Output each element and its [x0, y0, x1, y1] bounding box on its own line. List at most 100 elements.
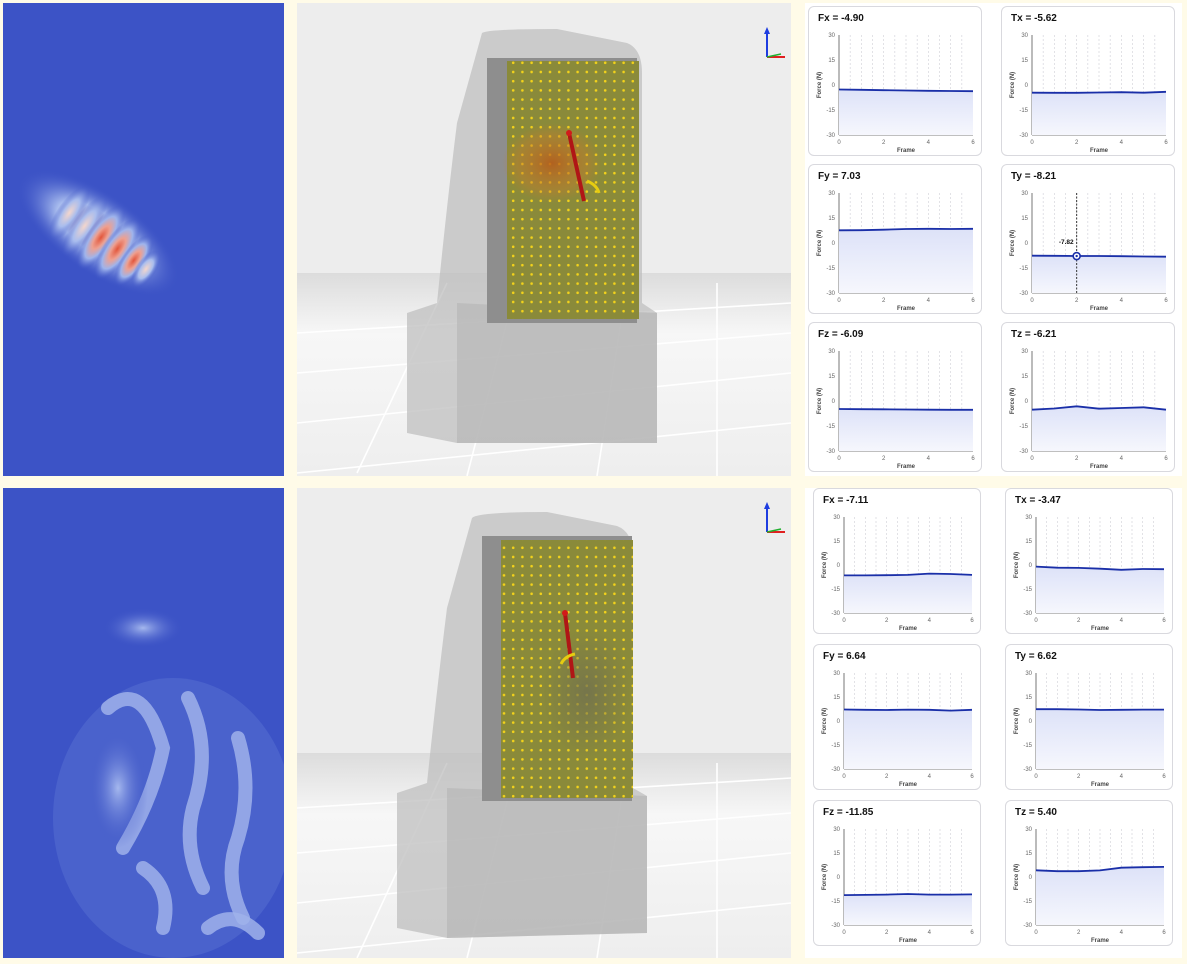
3d-viewport-top[interactable] [297, 3, 791, 476]
y-tick-label: 30 [1025, 671, 1032, 677]
chart-title: Tx = -3.47 [1015, 495, 1061, 506]
y-tick-label: -15 [1019, 424, 1028, 430]
x-tick-label: 6 [1164, 140, 1168, 146]
series-area [839, 228, 973, 293]
series-line[interactable] [1031, 405, 1167, 411]
x-tick-label: 0 [842, 618, 846, 624]
series-line[interactable] [1035, 866, 1165, 873]
y-tick-label: -30 [831, 767, 840, 773]
x-axis-label: Frame [1091, 938, 1110, 944]
series-line[interactable] [1031, 90, 1167, 94]
chart-card-tz[interactable]: Tz = 5.40 30 15 0 -15 -30 0 2 4 6 Force (N) Frame [1005, 800, 1173, 946]
y-tick-label: -15 [826, 266, 835, 272]
y-tick-label: 15 [1021, 216, 1028, 222]
chart-card-fz[interactable]: Fz = -6.09 30 15 0 -15 -30 0 2 4 6 Force (N) Frame [808, 322, 982, 472]
y-tick-label: 0 [1029, 563, 1033, 569]
y-axis-label: Force (N) [1014, 708, 1020, 734]
y-tick-label: 0 [832, 83, 836, 89]
chart-card-ty[interactable]: Ty = -8.21 30 15 0 -15 -30 0 2 4 6 Force (N) Frame -… [1001, 164, 1175, 314]
y-tick-label: 0 [832, 241, 836, 247]
y-axis-label: Force (N) [1014, 864, 1020, 890]
x-tick-label: 0 [837, 140, 841, 146]
series-line[interactable] [838, 227, 974, 232]
x-axis-label: Frame [899, 626, 918, 632]
chart-card-tz[interactable]: Tz = -6.21 30 15 0 -15 -30 0 2 4 6 Force (N) Frame [1001, 322, 1175, 472]
chart-card-fy[interactable]: Fy = 6.64 30 15 0 -15 -30 0 2 4 6 Force (N) Frame [813, 644, 981, 790]
series-line[interactable] [1036, 708, 1164, 711]
x-tick-label: 2 [1075, 298, 1079, 304]
x-axis-label: Frame [899, 938, 918, 944]
y-tick-label: -30 [1023, 611, 1032, 617]
chart-title: Tz = -6.21 [1011, 329, 1057, 340]
series-line[interactable] [843, 893, 973, 896]
x-tick-label: 2 [882, 140, 886, 146]
y-tick-label: 0 [837, 719, 841, 725]
series-line[interactable] [844, 572, 973, 577]
x-tick-label: 6 [970, 618, 974, 624]
series-area [1036, 866, 1164, 925]
chart-card-ty[interactable]: Ty = 6.62 30 15 0 -15 -30 0 2 4 6 Force (N) Frame [1005, 644, 1173, 790]
x-tick-label: 4 [928, 774, 932, 780]
y-tick-label: -15 [831, 743, 840, 749]
3d-viewport-bottom[interactable] [297, 488, 791, 958]
x-tick-label: 6 [1162, 774, 1166, 780]
series-line[interactable] [1031, 254, 1167, 258]
series-area [1032, 406, 1166, 451]
chart-card-tx[interactable]: Tx = -3.47 30 15 0 -15 -30 0 2 4 6 Force (N) Frame [1005, 488, 1173, 634]
chart-title: Fy = 6.64 [823, 651, 866, 662]
y-axis-label: Force (N) [822, 864, 828, 890]
axis-gizmo-bottom [764, 502, 785, 533]
chart-card-fx[interactable]: Fx = -7.11 30 15 0 -15 -30 0 2 4 6 Force (N) Frame [813, 488, 981, 634]
x-tick-label: 4 [927, 140, 931, 146]
y-tick-label: 15 [833, 695, 840, 701]
y-axis-label: Force (N) [817, 388, 823, 414]
series-line[interactable] [838, 408, 973, 411]
x-axis-label: Frame [897, 306, 916, 312]
x-tick-label: 2 [1075, 140, 1079, 146]
x-tick-label: 6 [971, 298, 975, 304]
x-tick-label: 4 [1120, 618, 1124, 624]
chart-card-fy[interactable]: Fy = 7.03 30 15 0 -15 -30 0 2 4 6 Force (N) Frame [808, 164, 982, 314]
x-tick-label: 2 [882, 456, 886, 462]
x-tick-label: 4 [1120, 774, 1124, 780]
series-line[interactable] [838, 88, 974, 93]
x-axis-label: Frame [897, 464, 916, 470]
series-line[interactable] [1035, 565, 1165, 571]
y-tick-label: 30 [1025, 515, 1032, 521]
y-axis-label: Force (N) [1014, 552, 1020, 578]
charts-panel-bottom: Fx = -7.11 30 15 0 -15 -30 0 2 4 6 Force (N) Frame T… [805, 488, 1182, 958]
y-tick-label: -15 [1023, 743, 1032, 749]
y-tick-label: -15 [1023, 587, 1032, 593]
y-tick-label: 30 [1021, 33, 1028, 39]
chart-card-tx[interactable]: Tx = -5.62 30 15 0 -15 -30 0 2 4 6 Force (N) Frame [1001, 6, 1175, 156]
series-area [1036, 709, 1164, 769]
x-tick-label: 0 [1034, 774, 1038, 780]
series-line[interactable] [843, 708, 973, 712]
x-tick-label: 6 [971, 456, 975, 462]
y-axis-label: Force (N) [817, 72, 823, 98]
y-tick-label: 30 [1021, 349, 1028, 355]
series-area [1032, 255, 1166, 293]
y-tick-label: 15 [1025, 539, 1032, 545]
chart-card-fz[interactable]: Fz = -11.85 30 15 0 -15 -30 0 2 4 6 Force (N) Frame [813, 800, 981, 946]
y-tick-label: 0 [837, 875, 841, 881]
y-tick-label: 15 [833, 851, 840, 857]
x-tick-label: 2 [1077, 774, 1081, 780]
chart-card-fx[interactable]: Fx = -4.90 30 15 0 -15 -30 0 2 4 6 Force (N) Frame [808, 6, 982, 156]
y-tick-label: -30 [1019, 449, 1028, 455]
y-tick-label: -15 [1019, 108, 1028, 114]
series-area [844, 573, 972, 613]
y-tick-label: 30 [833, 671, 840, 677]
